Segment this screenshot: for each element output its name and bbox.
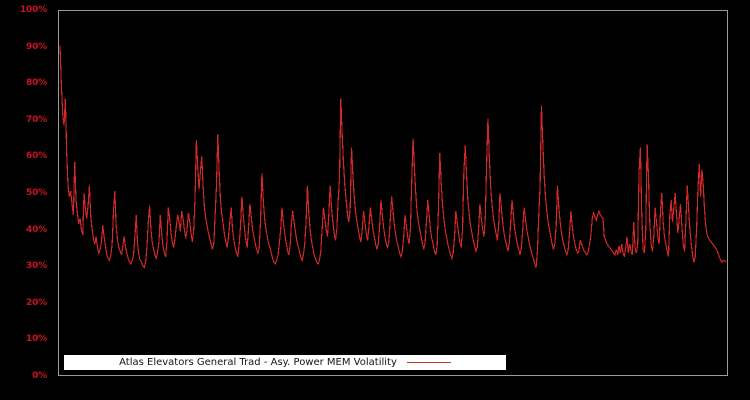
chart-legend: Atlas Elevators General Trad - Asy. Powe…: [64, 355, 506, 370]
series-line-chart: [59, 45, 727, 269]
y-tick-label: 60%: [26, 151, 47, 162]
legend-series-label: Atlas Elevators General Trad - Asy. Powe…: [119, 356, 397, 368]
y-tick-label: 90%: [26, 41, 47, 52]
y-tick-label: 80%: [26, 78, 47, 89]
series-path-volatility: [59, 45, 727, 269]
legend-color-swatch: [406, 362, 451, 363]
plot-area: [58, 10, 728, 376]
y-axis: 100% 90% 80% 70% 60% 50% 40% 30% 20% 10% 0%: [0, 0, 58, 400]
y-tick-label: 20%: [26, 297, 47, 308]
y-tick-label: 100%: [19, 5, 47, 15]
y-tick-label: 40%: [26, 224, 47, 235]
y-tick-label: 10%: [26, 334, 47, 345]
y-tick-label: 50%: [26, 188, 47, 198]
y-tick-label: 70%: [26, 114, 47, 125]
y-tick-label: 30%: [26, 261, 47, 272]
y-tick-label: 0%: [32, 371, 47, 381]
